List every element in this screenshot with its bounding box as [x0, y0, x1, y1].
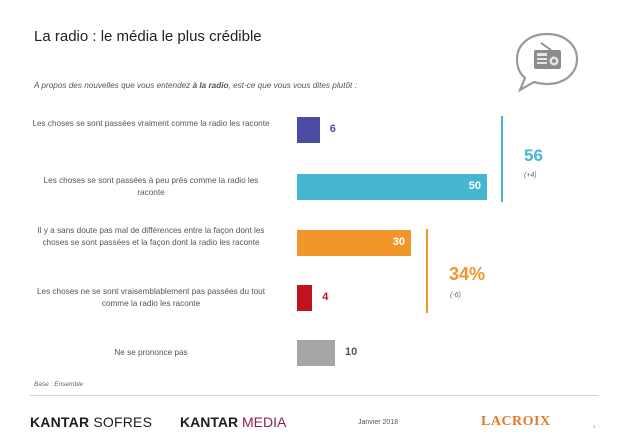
- la-croix-logo: LACROIX: [481, 414, 551, 429]
- page-title: La radio : le média le plus crédible: [34, 28, 262, 45]
- kantar-sofres-logo-light: SOFRES: [89, 414, 153, 430]
- question-text-start: A propos des nouvelles que vous entendez: [34, 81, 193, 90]
- category-label: Les choses ne se sont vraisemblablement …: [36, 287, 266, 308]
- question-text-bold: à la radio: [192, 81, 229, 90]
- group-total: 34%: [449, 264, 486, 284]
- group-bracket: [426, 229, 428, 313]
- group-bracket: [501, 116, 503, 202]
- kantar-media-logo-light: MEDIA: [238, 414, 287, 430]
- bar: [297, 174, 487, 200]
- category-label: Les choses se sont passées vraiment comm…: [32, 119, 270, 128]
- bar-value-label: 50: [468, 180, 481, 192]
- footer-date: Janvier 2018: [358, 419, 399, 426]
- group-total: 56: [524, 146, 543, 165]
- footer-divider: [30, 395, 598, 396]
- bar-value-label: 6: [329, 123, 336, 135]
- question-text-end: , est-ce que vous vous dites plutôt :: [228, 81, 357, 90]
- group-delta: (-6): [450, 292, 461, 299]
- radio-speech-bubble-icon: [515, 32, 579, 93]
- category-label: Ne se prononce pas: [114, 348, 188, 357]
- page-number: 9: [593, 424, 596, 429]
- category-label: Il y a sans doute pas mal de différences…: [37, 226, 265, 247]
- kantar-sofres-logo-bold: KANTAR: [30, 414, 90, 430]
- category-label: Les choses se sont passées à peu près co…: [43, 176, 259, 197]
- bar-value-label: 10: [345, 346, 358, 358]
- bar: [297, 230, 411, 256]
- group-delta: (+4): [524, 172, 537, 179]
- bar: [297, 340, 335, 366]
- chart-question: A propos des nouvelles que vous entendez…: [34, 81, 504, 90]
- base-note: Base : Ensemble: [34, 381, 84, 388]
- kantar-media-logo: KANTAR MEDIA: [180, 414, 286, 430]
- kantar-media-logo-bold: KANTAR: [180, 414, 239, 430]
- bar: [297, 285, 313, 311]
- bar-value-label: 30: [392, 236, 405, 248]
- kantar-sofres-logo: KANTAR SOFRES: [30, 414, 152, 430]
- bar: [297, 117, 320, 143]
- bar-value-label: 4: [322, 291, 329, 303]
